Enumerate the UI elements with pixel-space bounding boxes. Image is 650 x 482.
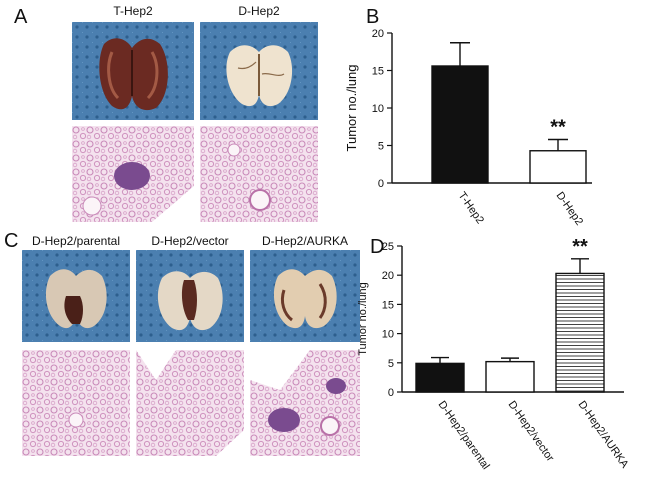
significance-marker: ** — [572, 236, 588, 258]
histology-parental — [22, 350, 130, 456]
histology-t-hep2 — [72, 126, 194, 222]
histology-d-hep2 — [200, 126, 318, 222]
x-tick-label: T-Hep2 — [456, 190, 487, 226]
significance-marker: ** — [550, 117, 566, 139]
bar — [529, 150, 587, 184]
lung-photo-d-hep2 — [200, 22, 318, 120]
y-axis-label: Tumor no./lung — [357, 282, 369, 356]
y-tick-label: 10 — [382, 329, 394, 341]
histology-aurka — [250, 350, 360, 456]
y-tick-label: 15 — [382, 299, 394, 311]
lung-photo-vector — [136, 250, 244, 342]
y-tick-label: 20 — [382, 270, 394, 282]
panel-letter-b: B — [366, 6, 380, 28]
lung-photo-aurka — [250, 250, 360, 342]
panel-letter-a: A — [14, 6, 28, 28]
y-tick-label: 5 — [388, 358, 394, 370]
y-tick-label: 25 — [382, 241, 394, 253]
x-tick-label: D-Hep2/vector — [506, 399, 557, 464]
label-parental: D-Hep2/parental — [31, 234, 121, 248]
bar — [415, 362, 465, 393]
lung-photo-parental — [22, 250, 130, 342]
panel-letter-d: D — [370, 236, 385, 258]
y-tick-label: 0 — [378, 178, 384, 190]
label-vector: D-Hep2/vector — [151, 234, 229, 248]
y-tick-label: 10 — [372, 103, 384, 115]
label-aurka: D-Hep2/AURKA — [261, 234, 349, 248]
bar — [485, 360, 535, 393]
bar — [431, 65, 489, 184]
y-axis-label: Tumor no./lung — [344, 65, 359, 152]
lung-photo-t-hep2 — [72, 22, 194, 120]
y-tick-label: 0 — [388, 387, 394, 399]
label-d-hep2: D-Hep2 — [238, 4, 280, 18]
x-tick-label: D-Hep2/parental — [436, 399, 492, 472]
histology-vector — [136, 350, 244, 456]
label-t-hep2: T-Hep2 — [113, 4, 153, 18]
y-tick-label: 20 — [372, 28, 384, 40]
y-tick-label: 15 — [372, 66, 384, 78]
x-tick-label: D-Hep2 — [554, 190, 586, 228]
panel-letter-c: C — [4, 230, 19, 252]
y-tick-label: 5 — [378, 141, 384, 153]
x-tick-label: D-Hep2/AURKA — [576, 399, 631, 471]
bar-chart-b: 0 5 10 15 20 Tumor no./lung T-Hep2 D-Hep2 ** — [344, 28, 592, 228]
bar — [555, 272, 605, 393]
